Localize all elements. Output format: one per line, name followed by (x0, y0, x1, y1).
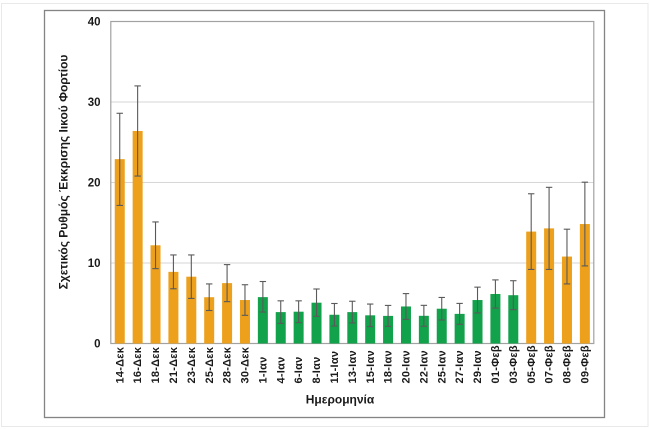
svg-text:18-Ιαν: 18-Ιαν (383, 350, 395, 383)
svg-text:27-Ιαν: 27-Ιαν (454, 350, 466, 383)
svg-text:01-Φεβ: 01-Φεβ (490, 345, 502, 383)
svg-text:08-Φεβ: 08-Φεβ (562, 345, 574, 383)
svg-text:03-Φεβ: 03-Φεβ (508, 345, 520, 383)
svg-text:20-Ιαν: 20-Ιαν (401, 350, 413, 383)
svg-text:6-Ιαν: 6-Ιαν (293, 357, 305, 384)
svg-text:30: 30 (88, 97, 101, 109)
svg-text:28-Δεκ: 28-Δεκ (222, 346, 234, 383)
svg-text:10: 10 (88, 258, 101, 270)
svg-text:23-Δεκ: 23-Δεκ (186, 346, 198, 383)
svg-text:16-Δεκ: 16-Δεκ (132, 346, 144, 383)
svg-text:18-Δεκ: 18-Δεκ (150, 346, 162, 383)
svg-text:09-Φεβ: 09-Φεβ (579, 345, 591, 383)
svg-text:0: 0 (94, 338, 100, 350)
svg-text:8-Ιαν: 8-Ιαν (311, 357, 323, 384)
svg-text:11-Ιαν: 11-Ιαν (329, 351, 341, 384)
svg-text:20: 20 (88, 177, 101, 189)
svg-text:40: 40 (88, 16, 101, 28)
svg-text:30-Δεκ: 30-Δεκ (240, 346, 252, 383)
svg-text:25-Δεκ: 25-Δεκ (204, 346, 216, 383)
svg-text:05-Φεβ: 05-Φεβ (526, 345, 538, 383)
svg-text:4-Ιαν: 4-Ιαν (275, 357, 287, 384)
svg-text:21-Δεκ: 21-Δεκ (168, 346, 180, 383)
svg-text:07-Φεβ: 07-Φεβ (544, 345, 556, 383)
svg-text:25-Ιαν: 25-Ιαν (436, 350, 448, 383)
svg-text:15-Ιαν: 15-Ιαν (365, 350, 377, 383)
svg-text:Σχετικός Ρυθμός Έκκρισης Ιικού: Σχετικός Ρυθμός Έκκρισης Ιικού Φορτίου (57, 55, 71, 290)
svg-text:Ημερομηνία: Ημερομηνία (306, 393, 375, 407)
svg-text:29-Ιαν: 29-Ιαν (472, 350, 484, 383)
svg-text:14-Δεκ: 14-Δεκ (114, 346, 126, 383)
svg-text:13-Ιαν: 13-Ιαν (347, 350, 359, 383)
svg-text:1-Ιαν: 1-Ιαν (257, 357, 269, 384)
svg-text:22-Ιαν: 22-Ιαν (418, 350, 430, 383)
